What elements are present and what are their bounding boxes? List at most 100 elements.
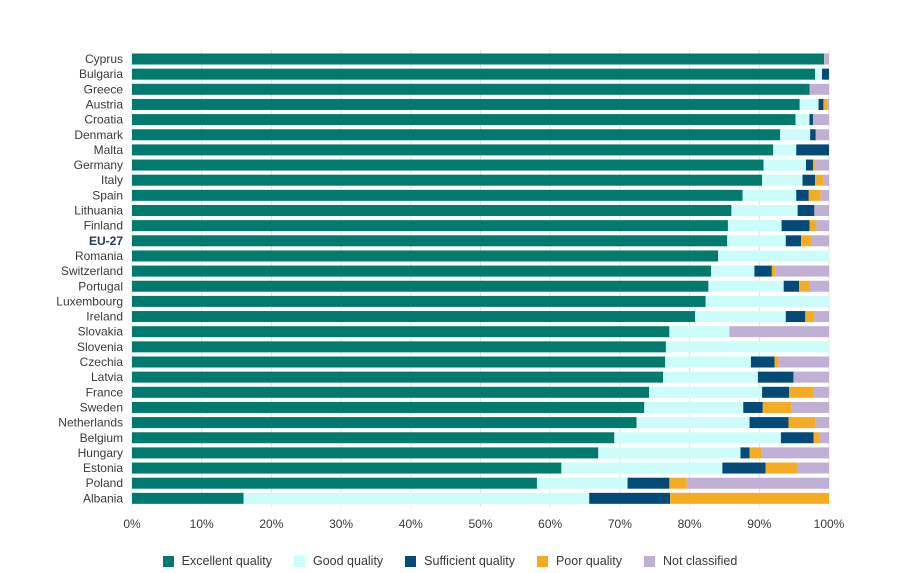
- bar-segment: [795, 114, 810, 126]
- bar-segment: [827, 98, 829, 110]
- legend-swatch: [643, 555, 655, 567]
- bar-segment: [812, 114, 829, 126]
- bar-segment: [663, 371, 758, 383]
- bar-segment: [791, 401, 829, 413]
- category-label: Slovakia: [78, 325, 124, 339]
- bar-segment: [727, 220, 782, 232]
- bar-segment: [132, 265, 712, 277]
- bar-segment: [132, 371, 664, 383]
- category-label: Portugal: [78, 279, 123, 293]
- category-label: Denmark: [74, 128, 124, 142]
- bar-segment: [636, 417, 750, 429]
- category-label: Malta: [94, 143, 124, 157]
- category-label: Netherlands: [58, 416, 123, 430]
- bar-segment: [815, 159, 829, 171]
- bar-segment: [665, 341, 829, 353]
- x-tick-label: 30%: [329, 517, 353, 531]
- category-label: France: [86, 385, 124, 399]
- x-tick-label: 90%: [747, 517, 771, 531]
- category-label: Estonia: [83, 461, 123, 475]
- x-tick-label: 60%: [538, 517, 562, 531]
- category-label: Czechia: [80, 355, 124, 369]
- bar-segment: [731, 205, 798, 216]
- x-tick-label: 10%: [190, 517, 214, 531]
- bar-segment: [627, 477, 670, 489]
- x-axis-tick-labels: 0% 10% 20% 30% 40% 50% 60% 70% 80% 90% 100%: [123, 517, 844, 531]
- x-tick-label: 0%: [123, 517, 141, 531]
- bar-segment: [718, 250, 829, 262]
- bar-segment: [614, 432, 781, 444]
- bar-segment: [132, 280, 709, 292]
- category-label: Albania: [83, 491, 123, 505]
- bar-segment: [773, 144, 797, 156]
- bar-segment: [743, 401, 763, 413]
- bar-segment: [644, 401, 744, 413]
- bar-segment: [665, 356, 751, 368]
- category-label: Greece: [84, 82, 124, 96]
- bar-segment: [132, 326, 670, 338]
- legend-label: Excellent quality: [181, 554, 272, 568]
- bar-segment: [785, 235, 802, 247]
- x-tick-label: 100%: [814, 517, 845, 531]
- bar-segment: [132, 462, 562, 474]
- bar-segment: [808, 189, 821, 201]
- legend-label: Not classified: [662, 554, 738, 568]
- category-label: Sweden: [80, 400, 123, 414]
- x-tick-label: 40%: [399, 517, 423, 531]
- category-label: Switzerland: [61, 264, 123, 278]
- bar-segment: [796, 144, 829, 156]
- bar-segment: [788, 417, 816, 429]
- bar-segment: [132, 205, 732, 216]
- category-label: Belgium: [80, 431, 123, 445]
- bar-segment: [809, 280, 829, 292]
- bar-segment: [132, 68, 816, 80]
- category-label: Spain: [92, 188, 123, 202]
- bar-segment: [763, 159, 806, 171]
- bar-segment: [132, 83, 810, 95]
- bar-segment: [814, 205, 829, 216]
- legend-swatch: [405, 555, 417, 567]
- bar-segment: [802, 174, 816, 186]
- category-label: Bulgaria: [79, 67, 123, 81]
- bar-segment: [686, 477, 829, 489]
- bar-segment: [761, 447, 829, 459]
- bar-segment: [649, 386, 763, 398]
- bar-segment: [809, 83, 829, 95]
- bar-segment: [132, 492, 244, 504]
- bar-segment: [824, 53, 829, 65]
- bar-segment: [757, 371, 794, 383]
- bar-segment: [805, 311, 815, 323]
- legend-item: Sufficient quality: [405, 552, 515, 570]
- bar-segment: [793, 371, 829, 383]
- bar-segment: [705, 295, 829, 307]
- legend-label: Good quality: [312, 554, 384, 568]
- bar-segment: [589, 492, 671, 504]
- bar-segment: [762, 401, 792, 413]
- bar-segment: [823, 98, 828, 110]
- category-label: EU-27: [89, 234, 123, 248]
- bar-segment: [749, 447, 762, 459]
- bar-segment: [810, 129, 816, 141]
- category-label: Poland: [86, 476, 123, 490]
- x-tick-label: 70%: [608, 517, 632, 531]
- bar-segment: [740, 447, 750, 459]
- bar-segment: [132, 144, 774, 156]
- bar-segment: [799, 280, 810, 292]
- bar-segment: [823, 174, 829, 186]
- bar-segment: [754, 265, 772, 277]
- x-tick-label: 50%: [468, 517, 492, 531]
- bar-segment: [132, 250, 719, 262]
- bar-segment: [132, 477, 537, 489]
- bar-segment: [132, 189, 743, 201]
- bar-segment: [243, 492, 590, 504]
- bar-segment: [132, 341, 666, 353]
- legend-label: Poor quality: [555, 554, 622, 568]
- legend-swatch: [162, 555, 174, 567]
- bar-segment: [711, 265, 755, 277]
- bar-segment: [727, 235, 786, 247]
- category-label: Lithuania: [74, 204, 123, 218]
- bar-segment: [815, 417, 829, 429]
- bar-segment: [536, 477, 628, 489]
- category-label: Croatia: [84, 113, 123, 127]
